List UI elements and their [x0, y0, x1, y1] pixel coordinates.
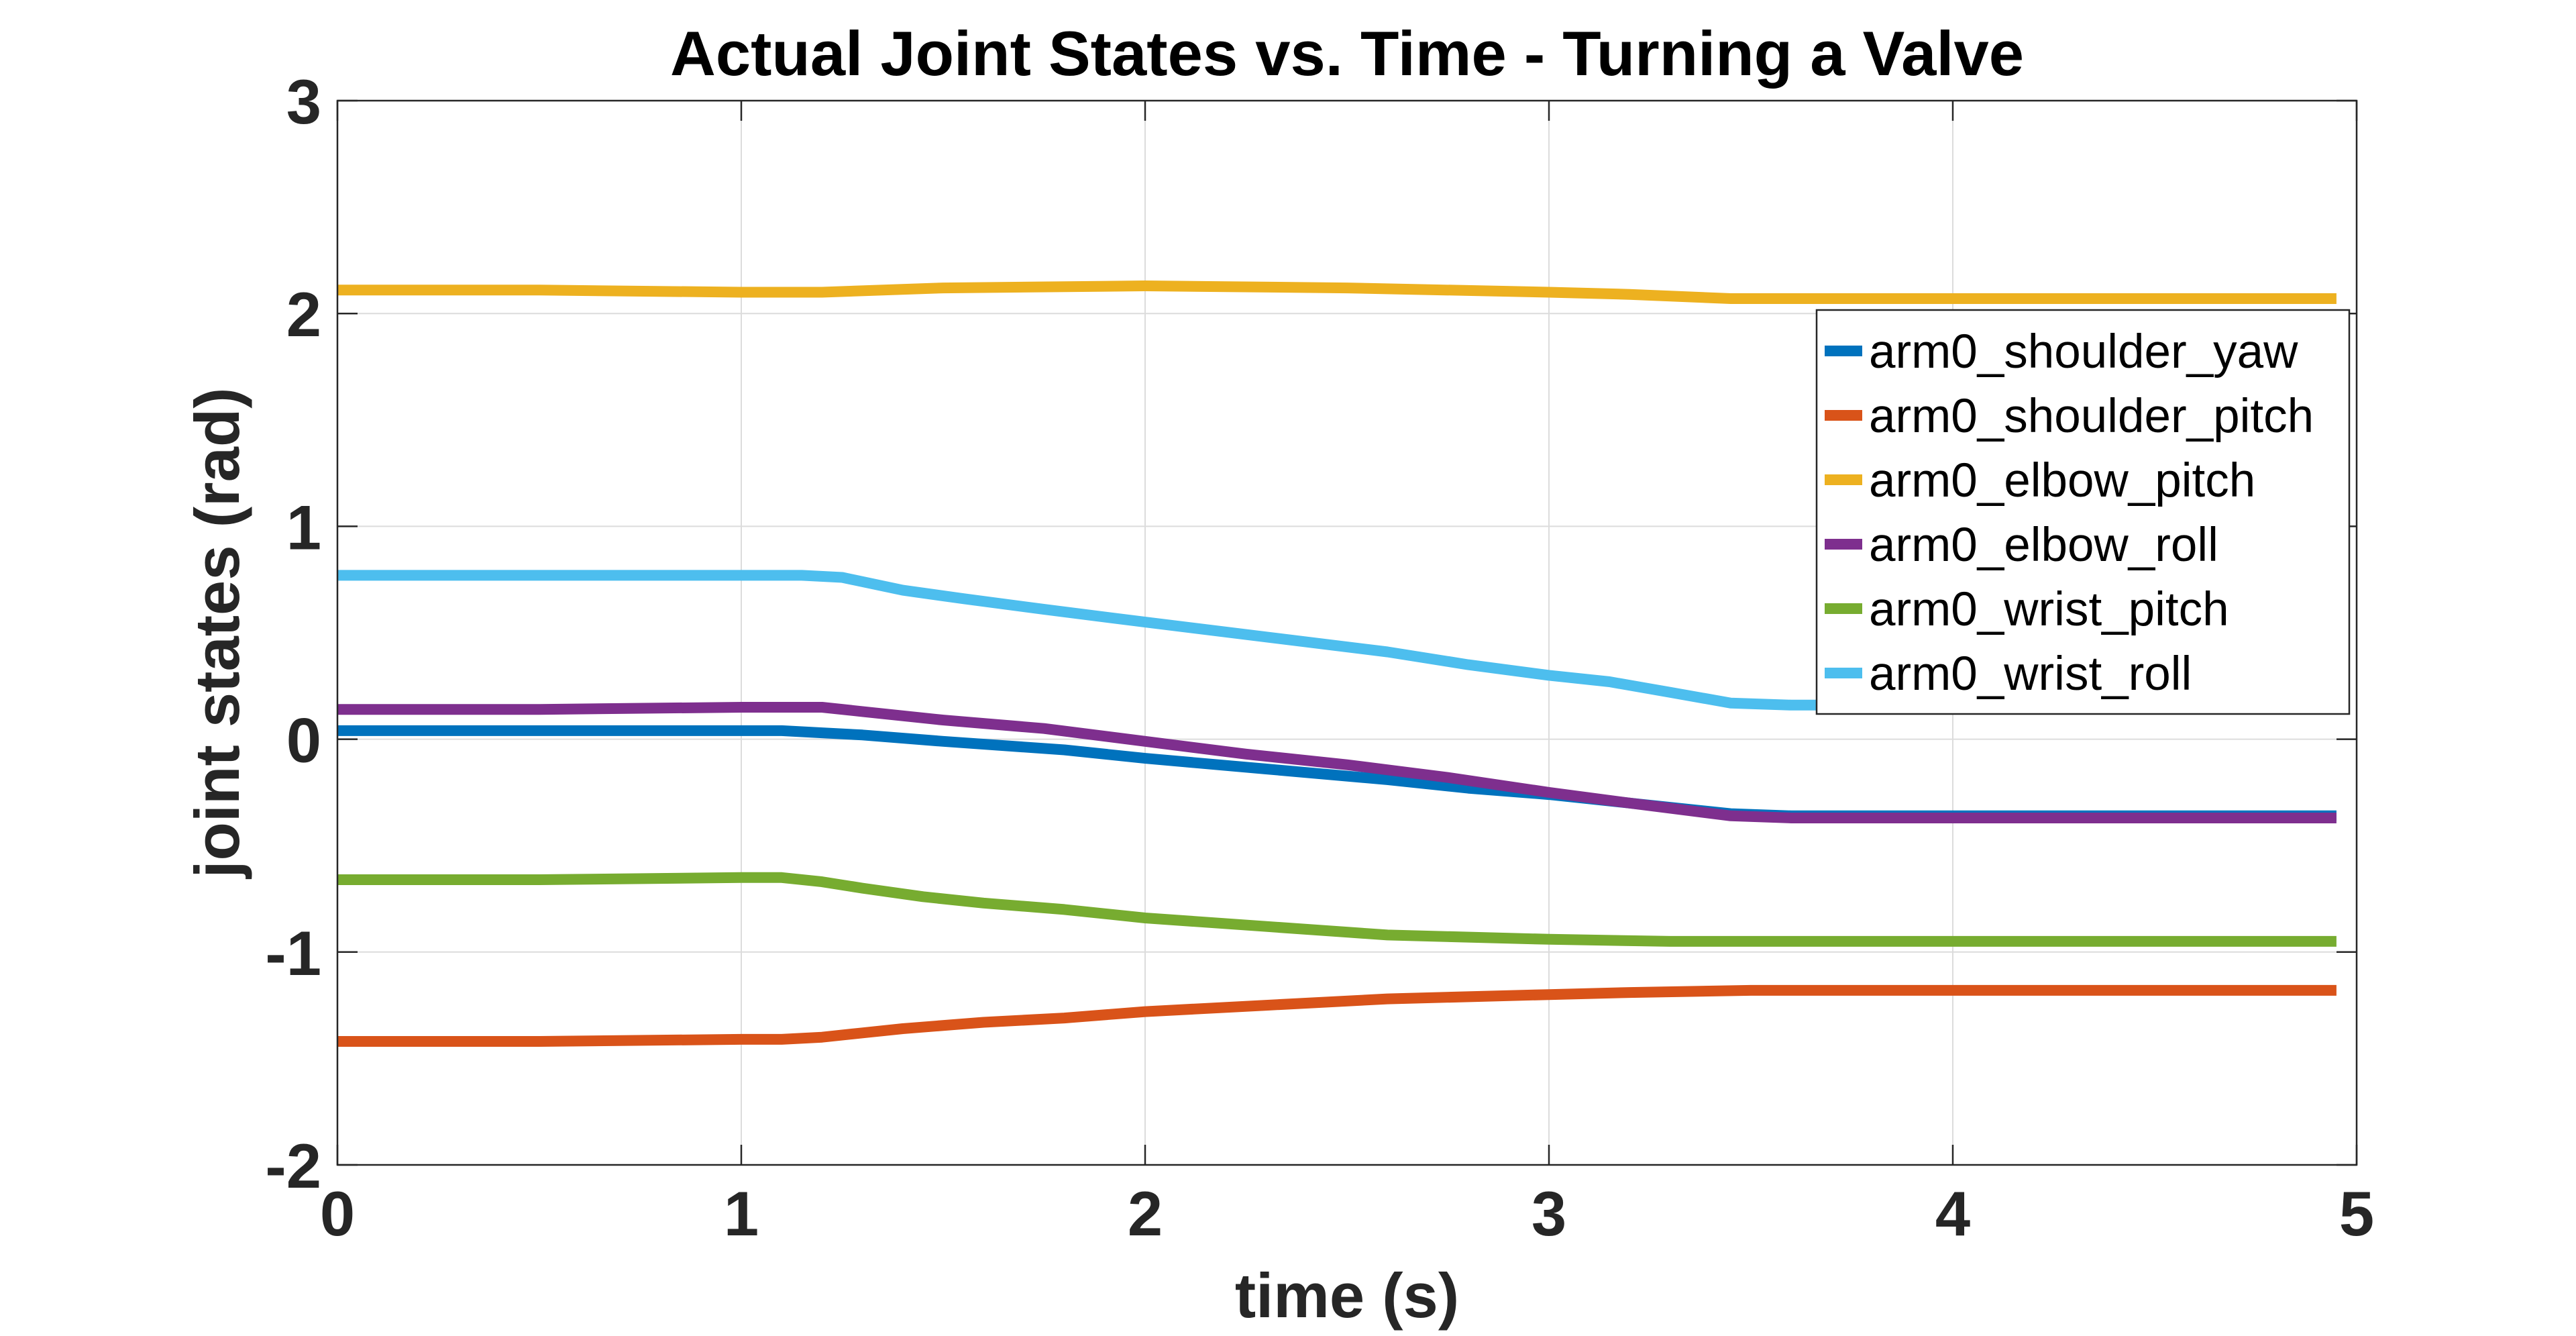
y-tick-label: -2	[265, 1131, 321, 1201]
x-tick-label: 0	[320, 1178, 355, 1249]
legend-box	[1815, 309, 2351, 715]
series-lines	[337, 280, 2337, 1047]
series-line-arm0-elbow-roll	[337, 702, 2337, 823]
legend-label: arm0_elbow_pitch	[1869, 454, 2255, 507]
x-tick-label: 4	[1935, 1178, 1970, 1249]
series-line-arm0-wrist-roll	[337, 570, 2337, 711]
y-tick-label: 3	[286, 66, 321, 137]
legend-label: arm0_shoulder_yaw	[1869, 325, 2298, 378]
legend: arm0_shoulder_yaw arm0_shoulder_pitch arm0…	[1815, 309, 2351, 715]
x-tick-label: 5	[2339, 1178, 2374, 1249]
plot-frame	[336, 99, 2358, 1166]
legend-label: arm0_shoulder_pitch	[1869, 390, 2314, 443]
x-tick-label: 1	[724, 1178, 759, 1249]
y-tick-label: 1	[286, 492, 321, 562]
axis-ticks: 0 1 2 3 4 5 -2 -1 0 1 2 3	[265, 66, 2374, 1249]
legend-label: arm0_elbow_roll	[1869, 519, 2218, 572]
x-tick-label: 2	[1128, 1178, 1163, 1249]
y-tick-label: 0	[286, 705, 321, 776]
y-axis-label: joint states (rad)	[182, 387, 252, 879]
x-tick-label: 3	[1532, 1178, 1566, 1249]
legend-label: arm0_wrist_pitch	[1869, 583, 2229, 636]
y-tick-label: -1	[265, 918, 321, 988]
series-line-arm0-shoulder-pitch	[337, 984, 2337, 1047]
y-tick-label: 2	[286, 279, 321, 350]
series-line-arm0-wrist-pitch	[337, 872, 2337, 947]
legend-label: arm0_wrist_roll	[1869, 648, 2192, 701]
chart-title: Actual Joint States vs. Time - Turning a…	[670, 18, 2024, 89]
x-axis-label: time (s)	[1235, 1260, 1459, 1331]
series-line-arm0-elbow-pitch	[337, 280, 2337, 304]
